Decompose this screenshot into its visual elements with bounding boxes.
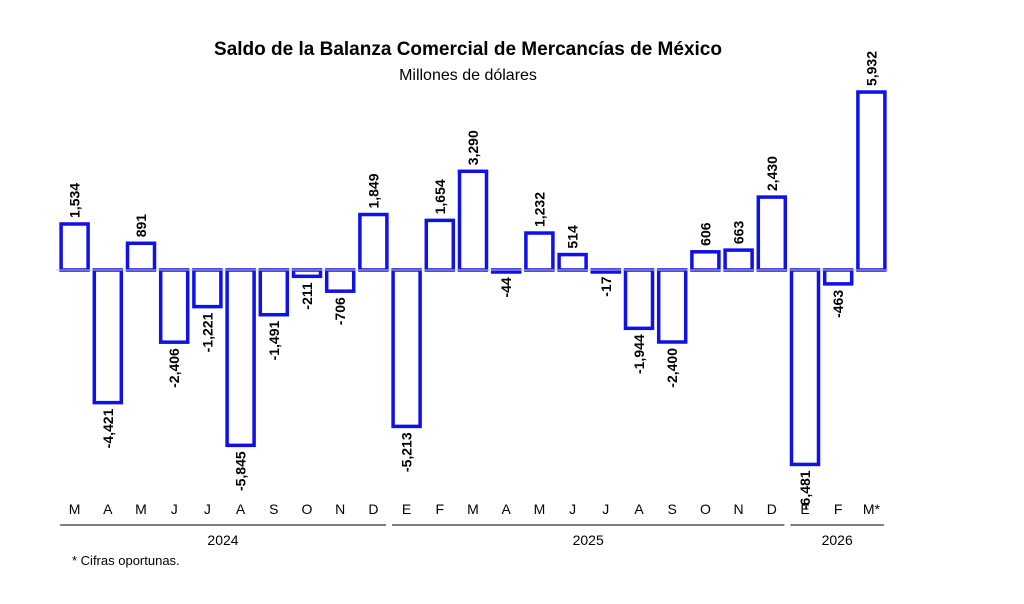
month-label: J (602, 501, 609, 517)
month-label: M (534, 501, 546, 517)
data-label: 1,534 (67, 183, 83, 218)
bar (125, 241, 157, 272)
bar (457, 169, 489, 272)
bar (822, 268, 854, 286)
bar (258, 268, 290, 317)
month-label: J (171, 501, 178, 517)
month-label: O (700, 501, 711, 517)
bars-group (59, 90, 887, 467)
chart-subtitle: Millones de dólares (399, 67, 537, 84)
bar (59, 222, 90, 272)
data-label: -44 (498, 277, 514, 297)
data-label: -1,221 (199, 312, 215, 352)
data-label: -211 (299, 282, 315, 309)
data-label: -1,944 (631, 334, 647, 374)
data-label: -5,213 (399, 432, 415, 472)
month-label: J (204, 501, 211, 517)
data-label: 663 (731, 221, 747, 245)
month-label: J (569, 501, 576, 517)
chart-title: Saldo de la Balanza Comercial de Mercanc… (214, 39, 722, 60)
year-label: 2025 (573, 532, 604, 548)
bar (856, 90, 887, 272)
bar (524, 231, 555, 272)
month-label: M (69, 501, 81, 517)
month-label: A (634, 501, 644, 517)
data-label: 514 (565, 225, 581, 249)
data-label: -5,845 (233, 451, 249, 491)
data-label: 1,654 (432, 179, 448, 214)
bar (656, 268, 688, 344)
data-label: 2,430 (764, 156, 780, 191)
data-label: -4,421 (100, 408, 116, 448)
bar (225, 268, 256, 448)
year-label: 2024 (207, 532, 238, 548)
month-label: M (135, 501, 147, 517)
month-label: S (269, 501, 278, 517)
bar (723, 248, 754, 272)
month-label: E (800, 501, 809, 517)
data-labels-group: 1,534 -4,421 891 -2,406 -1,221 -5,845 -1,491 -2… (67, 51, 880, 510)
month-label: M* (863, 501, 881, 517)
data-label: 606 (697, 222, 713, 246)
month-label: D (368, 501, 378, 517)
data-label: -6,481 (797, 470, 813, 510)
bar (158, 268, 190, 344)
bar (789, 268, 821, 467)
month-label: N (335, 501, 345, 517)
bar (92, 268, 124, 405)
data-label: 3,290 (465, 130, 481, 165)
data-label: -17 (598, 276, 614, 296)
bar (324, 268, 356, 293)
month-label: M (467, 501, 479, 517)
x-axis: M A M J J A S O N D E F M A M J J A S O N D E F M* 2024 2025 2026 (60, 501, 884, 548)
month-label: D (767, 501, 777, 517)
bar (391, 268, 422, 429)
data-label: -706 (332, 297, 348, 325)
month-label: S (668, 501, 677, 517)
month-label: N (734, 501, 744, 517)
data-label: 891 (133, 214, 149, 238)
bar (358, 212, 389, 272)
bar (690, 250, 721, 272)
month-label: F (834, 501, 843, 517)
month-label: F (436, 501, 445, 517)
month-label: E (402, 501, 411, 517)
data-label: 5,932 (863, 51, 879, 86)
year-label: 2026 (822, 532, 853, 548)
data-label: -1,491 (266, 321, 282, 361)
bar (756, 195, 788, 272)
data-label: 1,849 (365, 173, 381, 208)
data-label: -463 (830, 290, 846, 318)
bar (424, 218, 456, 272)
footnote: * Cifras oportunas. (72, 553, 180, 568)
bar (623, 268, 655, 331)
month-label: A (502, 501, 512, 517)
bar (192, 268, 223, 309)
data-label: -2,406 (166, 348, 182, 388)
bar (291, 268, 323, 279)
month-label: O (302, 501, 313, 517)
bar (557, 252, 588, 272)
data-label: -2,400 (664, 348, 680, 388)
month-label: A (236, 501, 246, 517)
data-label: 1,232 (531, 192, 547, 227)
month-label: A (103, 501, 113, 517)
